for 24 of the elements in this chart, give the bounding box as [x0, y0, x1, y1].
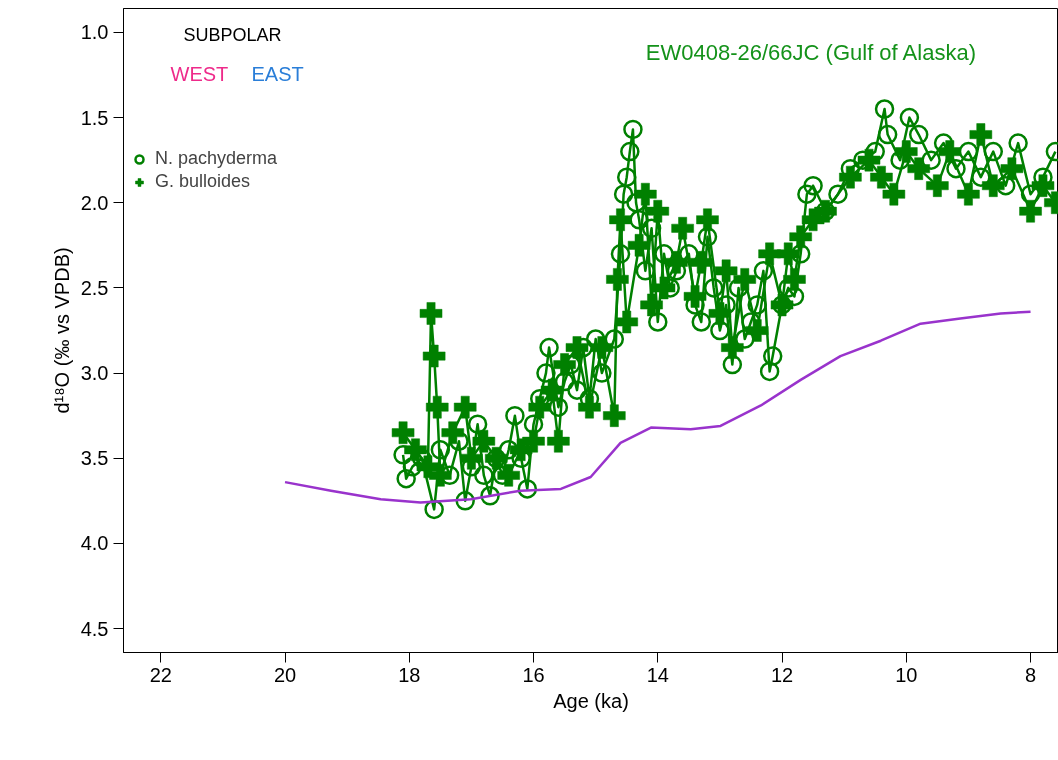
annotation: WEST — [170, 62, 229, 85]
y-tick-label: 3.5 — [80, 447, 109, 470]
annotation: EW0408-26/66JC (Gulf of Alaska) — [645, 39, 976, 65]
y-tick-label: 2.0 — [80, 191, 109, 214]
x-tick-label: 12 — [770, 663, 794, 686]
annotation: SUBPOLAR — [183, 24, 282, 45]
annotation: EAST — [251, 62, 304, 85]
x-tick-label: 16 — [522, 663, 545, 686]
x-tick-label: 22 — [149, 663, 172, 686]
y-tick-label: 2.5 — [80, 276, 109, 299]
legend-label: N. pachyderma — [155, 148, 278, 169]
x-tick-label: 18 — [398, 663, 421, 686]
x-tick-label: 8 — [1024, 663, 1037, 686]
legend-label: G. bulloides — [155, 171, 251, 192]
x-tick-label: 10 — [895, 663, 918, 686]
x-tick-label: 20 — [273, 663, 297, 686]
y-tick-label: 1.5 — [80, 106, 109, 129]
y-tick-label: 1.0 — [80, 21, 109, 44]
y-tick-label: 4.5 — [80, 617, 109, 640]
y-tick-label: 3.0 — [80, 362, 109, 385]
x-tick-label: 14 — [646, 663, 669, 686]
y-axis-title: d¹⁸O (‰ vs VPDB) — [50, 247, 73, 414]
x-axis-title: Age (ka) — [553, 689, 629, 712]
y-tick-label: 4.0 — [80, 532, 109, 555]
